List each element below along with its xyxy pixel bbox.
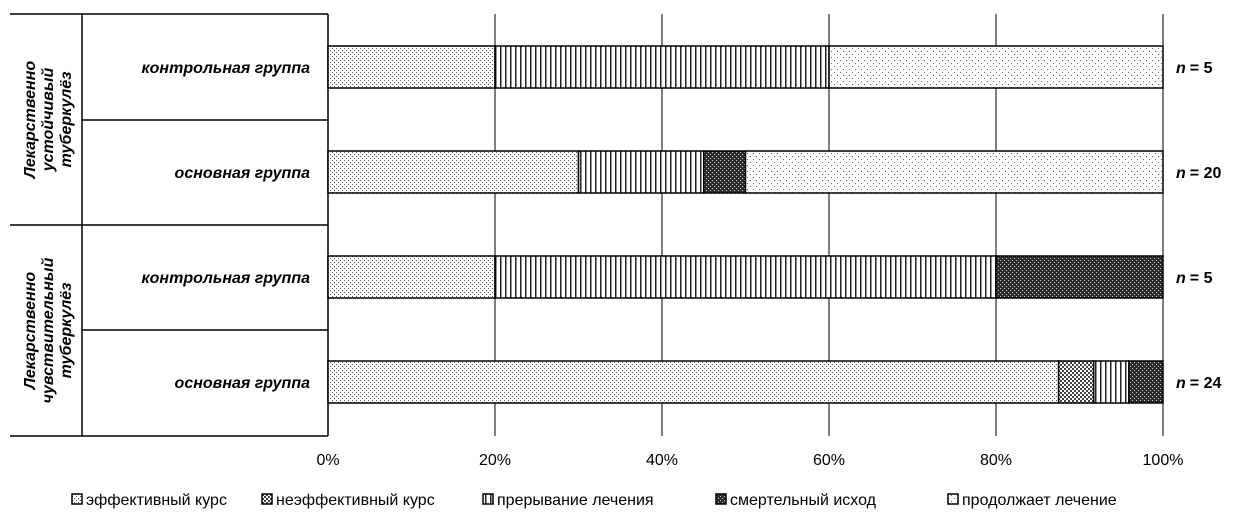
group-label-line: Лекарственно — [22, 272, 39, 390]
n-label: n = 24 — [1176, 375, 1221, 392]
category-label: основная группа — [175, 165, 311, 182]
legend-swatch-1 — [261, 493, 273, 505]
bar-segment-fine-dots — [327, 150, 580, 194]
bar-segment-vertical-lines — [577, 150, 705, 194]
bar-segment-fine-dots — [327, 360, 1060, 404]
bar-segment-vertical-lines — [494, 45, 830, 89]
legend-swatch-0 — [71, 493, 83, 505]
group-label-line: туберкулёз — [58, 72, 75, 168]
n-label: n = 5 — [1176, 270, 1213, 287]
n-variable: n — [1176, 375, 1186, 392]
bar-segment-dense-dark — [703, 150, 747, 194]
bar-segment-crosshatch — [1057, 360, 1095, 404]
category-label: контрольная группа — [142, 60, 311, 77]
n-label: n = 20 — [1176, 165, 1221, 182]
group-label-line: чувствительный — [40, 257, 57, 403]
group-label-0: Лекарственноустойчивыйтуберкулёз — [22, 61, 75, 179]
group-label-line: Лекарственно — [22, 61, 39, 179]
n-value: = 5 — [1190, 60, 1213, 77]
x-tick-label-2: 40% — [646, 452, 678, 469]
bar-segment-vertical-lines — [494, 255, 997, 299]
bar-segment-dense-dark — [995, 255, 1164, 299]
bars — [327, 45, 1164, 404]
legend: эффективный курс неэффективный курс прерыв… — [71, 492, 1117, 509]
legend-label-4: продолжает лечение — [962, 492, 1117, 509]
bar-segment-sparse-dots — [744, 150, 1164, 194]
category-label: основная группа — [175, 375, 311, 392]
group-label-1: Лекарственночувствительныйтуберкулёз — [22, 257, 75, 403]
group-label-line: устойчивый — [40, 67, 57, 172]
n-label: n = 5 — [1176, 60, 1213, 77]
n-value: = 5 — [1190, 270, 1213, 287]
category-label: контрольная группа — [142, 270, 311, 287]
bar-segment-fine-dots — [327, 45, 496, 89]
legend-swatch-3 — [715, 493, 727, 505]
n-variable: n — [1176, 165, 1186, 182]
n-value: = 24 — [1190, 375, 1222, 392]
legend-label-2: прерывание лечения — [497, 492, 654, 509]
bar-segment-sparse-dots — [828, 45, 1164, 89]
legend-label-0: эффективный курс — [86, 492, 227, 509]
legend-label-1: неэффективный курс — [276, 492, 435, 509]
labels: 0% 20% 40% 60% 80% 100%Лекарственноустойчивый… — [22, 60, 1221, 469]
bar-segment-vertical-lines — [1092, 360, 1130, 404]
bar-segment-fine-dots — [327, 255, 496, 299]
group-label-line: туберкулёз — [58, 283, 75, 379]
bar-segment-dense-dark — [1128, 360, 1164, 404]
n-variable: n — [1176, 270, 1186, 287]
x-tick-label-4: 80% — [980, 452, 1012, 469]
x-tick-label-1: 20% — [479, 452, 511, 469]
legend-swatch-2 — [482, 493, 494, 505]
legend-label-3: смертельный исход — [730, 492, 877, 509]
x-tick-label-3: 60% — [813, 452, 845, 469]
x-tick-label-5: 100% — [1143, 452, 1184, 469]
n-value: = 20 — [1190, 165, 1222, 182]
legend-swatch-4 — [947, 493, 959, 505]
x-tick-label-0: 0% — [316, 452, 339, 469]
n-variable: n — [1176, 60, 1186, 77]
